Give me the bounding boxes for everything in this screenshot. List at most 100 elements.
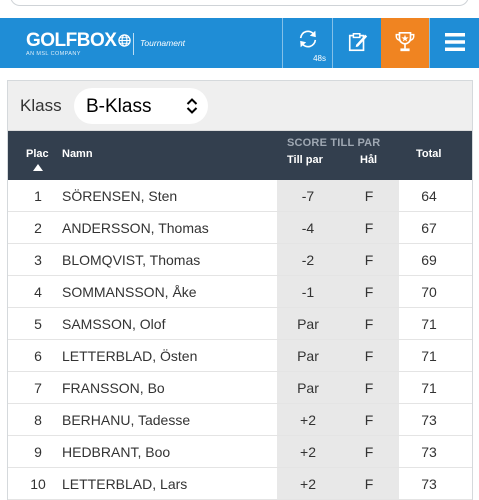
row-total: 71 <box>421 348 437 364</box>
table-row[interactable]: 9 HEDBRANT, Boo +2 F 73 <box>8 436 472 468</box>
row-score-cell: Par F <box>277 340 399 371</box>
row-position: 3 <box>34 252 42 268</box>
row-hole: F <box>364 284 374 300</box>
row-score-cell: +2 F <box>277 404 399 435</box>
leaderboard-button[interactable] <box>381 18 429 68</box>
row-to-par: Par <box>297 348 319 364</box>
row-position: 8 <box>34 412 42 428</box>
row-position: 4 <box>34 284 42 300</box>
row-hole: F <box>364 444 374 460</box>
app-header: GOLFBOX AN MSL COMPANY Tournament 48s <box>0 18 479 68</box>
row-total: 69 <box>421 252 437 268</box>
leaderboard-rows: 1 SÖRENSEN, Sten -7 F 64 2 ANDERSSON, Tho… <box>8 180 472 500</box>
table-row[interactable]: 1 SÖRENSEN, Sten -7 F 64 <box>8 180 472 212</box>
row-total: 71 <box>421 380 437 396</box>
class-label: Klass <box>20 96 62 115</box>
row-score-cell: -7 F <box>277 180 399 211</box>
row-position: 10 <box>30 476 46 492</box>
row-hole: F <box>364 380 374 396</box>
logo-context-label: Tournament <box>140 38 186 48</box>
class-select-value: B-Klass <box>86 96 152 117</box>
row-score-cell: Par F <box>277 372 399 403</box>
row-to-par: -2 <box>301 252 315 268</box>
row-to-par: -7 <box>301 188 315 204</box>
logo-text: GOLFBOX <box>26 30 117 51</box>
row-total: 73 <box>421 476 437 492</box>
row-total: 73 <box>421 412 437 428</box>
row-score-cell: Par F <box>277 308 399 339</box>
row-total: 70 <box>421 284 437 300</box>
row-total: 71 <box>421 316 437 332</box>
table-row[interactable]: 3 BLOMQVIST, Thomas -2 F 69 <box>8 244 472 276</box>
row-player-name: LETTERBLAD, Lars <box>62 476 188 492</box>
menu-button[interactable] <box>429 18 479 68</box>
table-row[interactable]: 5 SAMSSON, Olof Par F 71 <box>8 308 472 340</box>
row-hole: F <box>364 252 374 268</box>
row-player-name: BLOMQVIST, Thomas <box>62 252 201 268</box>
trophy-icon <box>395 32 415 52</box>
globe-icon <box>118 34 132 47</box>
table-row[interactable]: 6 LETTERBLAD, Östen Par F 71 <box>8 340 472 372</box>
row-to-par: -1 <box>301 284 315 300</box>
row-player-name: SÖRENSEN, Sten <box>62 188 178 204</box>
row-player-name: HEDBRANT, Boo <box>62 444 171 460</box>
header-plac[interactable]: Plac <box>26 148 49 160</box>
row-score-cell: -2 F <box>277 244 399 275</box>
refresh-countdown: 48s <box>313 54 326 63</box>
row-hole: F <box>364 348 374 364</box>
row-player-name: FRANSSON, Bo <box>62 380 165 396</box>
sort-ascending-icon <box>33 164 43 171</box>
top-frame-edge <box>10 0 469 6</box>
logo-separator <box>133 33 134 55</box>
class-select[interactable]: B-Klass <box>74 88 208 124</box>
row-position: 2 <box>34 220 42 236</box>
row-hole: F <box>364 220 374 236</box>
class-filter-bar: Klass B-Klass <box>8 81 472 131</box>
row-position: 9 <box>34 444 42 460</box>
table-row[interactable]: 2 ANDERSSON, Thomas -4 F 67 <box>8 212 472 244</box>
table-row[interactable]: 8 BERHANU, Tadesse +2 F 73 <box>8 404 472 436</box>
row-player-name: SOMMANSSON, Åke <box>62 284 197 300</box>
row-score-cell: -1 F <box>277 276 399 307</box>
row-position: 1 <box>34 188 42 204</box>
row-player-name: LETTERBLAD, Östen <box>62 348 198 364</box>
row-position: 6 <box>34 348 42 364</box>
row-player-name: ANDERSSON, Thomas <box>62 220 209 236</box>
row-to-par: Par <box>297 380 319 396</box>
row-to-par: +2 <box>300 444 316 460</box>
logo-wordmark: GOLFBOX <box>26 30 132 51</box>
row-score-cell: +2 F <box>277 436 399 467</box>
header-total[interactable]: Total <box>416 148 442 160</box>
row-to-par: Par <box>297 316 319 332</box>
chevron-up-down-icon <box>186 98 198 114</box>
row-position: 7 <box>34 380 42 396</box>
logo-subtitle: AN MSL COMPANY <box>26 51 81 57</box>
table-row[interactable]: 7 FRANSSON, Bo Par F 71 <box>8 372 472 404</box>
menu-icon <box>445 33 465 51</box>
row-position: 5 <box>34 316 42 332</box>
header-namn[interactable]: Namn <box>62 148 93 160</box>
table-header: Plac Namn SCORE TILL PAR Till par Hål To… <box>8 131 472 180</box>
row-score-cell: +2 F <box>277 468 399 499</box>
row-hole: F <box>364 188 374 204</box>
refresh-icon <box>299 30 317 48</box>
row-player-name: BERHANU, Tadesse <box>62 412 191 428</box>
row-score-cell: -4 F <box>277 212 399 243</box>
browser-top-frame <box>0 0 479 18</box>
edit-icon <box>348 33 368 52</box>
golfbox-logo[interactable]: GOLFBOX AN MSL COMPANY <box>26 30 132 57</box>
header-hal[interactable]: Hål <box>360 154 378 166</box>
row-hole: F <box>364 476 374 492</box>
refresh-button[interactable]: 48s <box>282 18 332 68</box>
row-to-par: +2 <box>300 476 316 492</box>
table-row[interactable]: 10 LETTERBLAD, Lars +2 F 73 <box>8 468 472 500</box>
row-to-par: +2 <box>300 412 316 428</box>
header-till-par[interactable]: Till par <box>287 154 323 166</box>
scorecard-button[interactable] <box>332 18 381 68</box>
header-score-group: SCORE TILL PAR <box>287 137 381 149</box>
row-player-name: SAMSSON, Olof <box>62 316 166 332</box>
leaderboard-panel: Klass B-Klass Plac Namn SCORE TILL PAR T… <box>7 80 473 500</box>
row-to-par: -4 <box>301 220 315 236</box>
table-row[interactable]: 4 SOMMANSSON, Åke -1 F 70 <box>8 276 472 308</box>
row-total: 64 <box>421 188 437 204</box>
